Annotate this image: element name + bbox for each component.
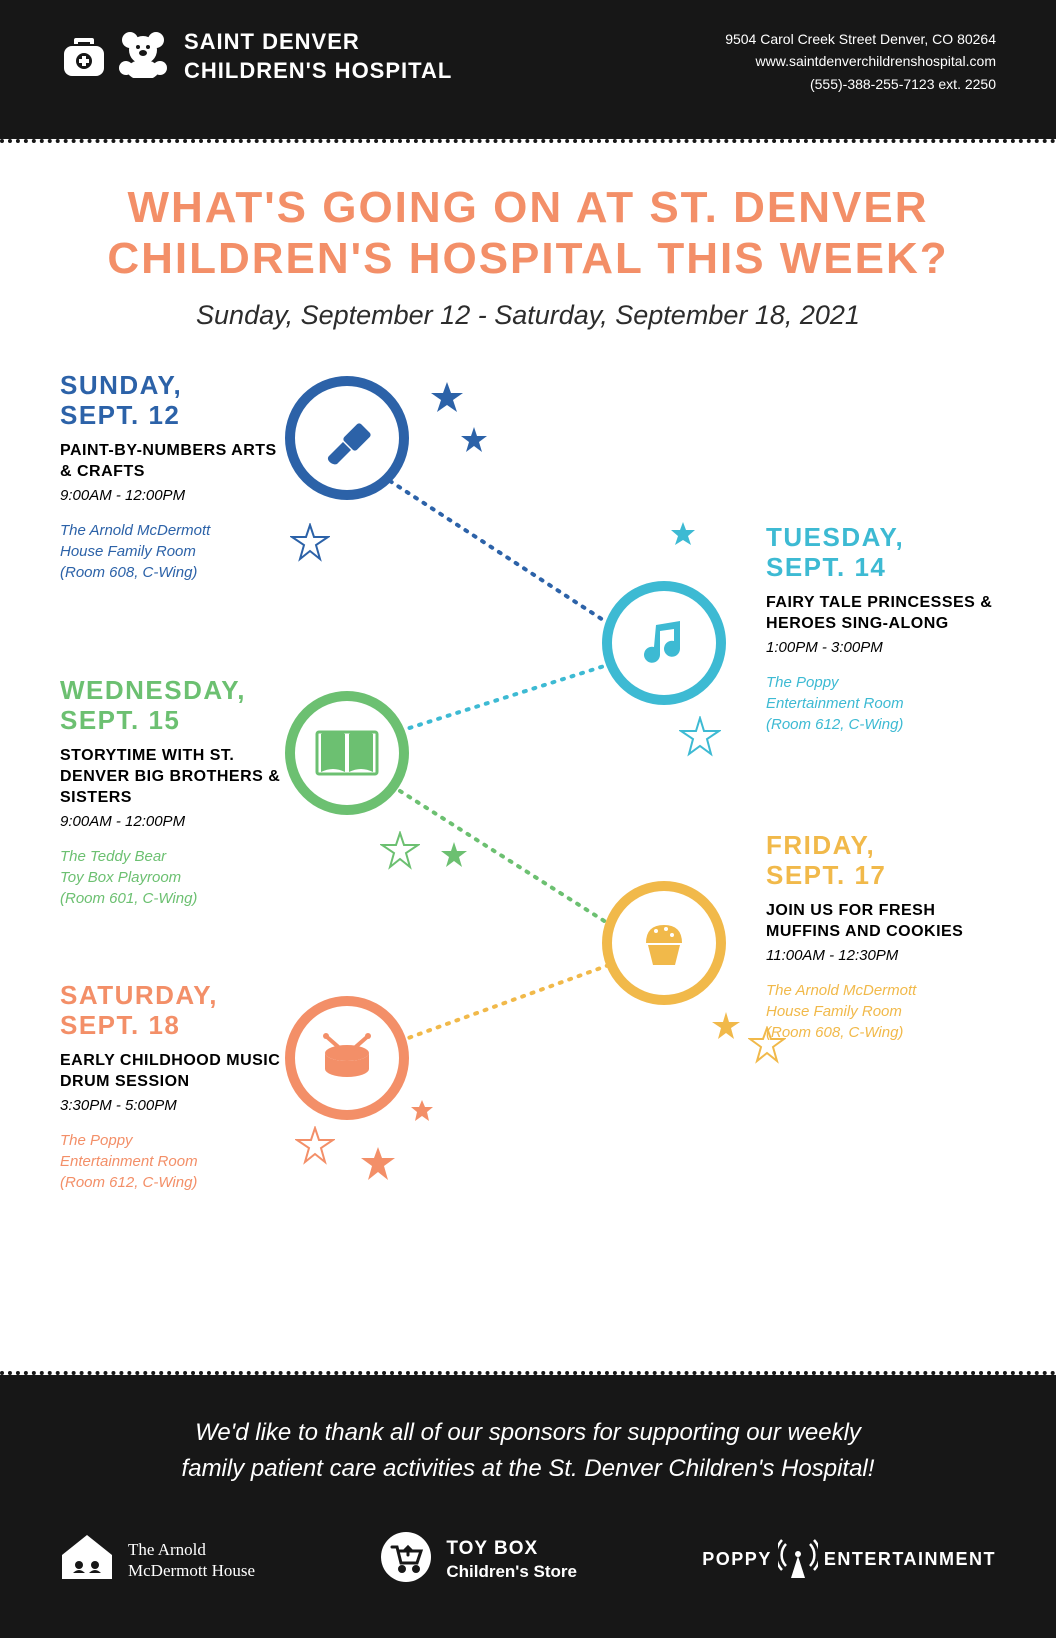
star-decor-icon xyxy=(410,1099,434,1123)
contact-website: www.saintdenverchildrenshospital.com xyxy=(725,50,996,72)
title-line1: WHAT'S GOING ON AT ST. DENVER xyxy=(128,183,929,232)
logo-icon-group xyxy=(60,30,168,83)
star-decor-icon xyxy=(360,1146,396,1182)
event-sun-activity: PAINT-BY-NUMBERS ARTS & CRAFTS xyxy=(60,441,290,483)
star-decor-icon xyxy=(430,381,464,415)
event-wednesday: WEDNESDAY, SEPT. 15 STORYTIME WITH ST. D… xyxy=(60,676,290,908)
sponsor-arnold-label: The Arnold McDermott House xyxy=(128,1539,255,1582)
title-line2: CHILDREN'S HOSPITAL THIS WEEK? xyxy=(107,234,948,283)
event-friday: FRIDAY, SEPT. 17 JOIN US FOR FRESH MUFFI… xyxy=(766,831,996,1042)
music-note-icon xyxy=(602,581,726,705)
event-wed-activity: STORYTIME WITH ST. DENVER BIG BROTHERS &… xyxy=(60,746,290,808)
sponsor-arnold-house: The Arnold McDermott House xyxy=(60,1533,255,1586)
event-tue-location: The Poppy Entertainment Room (Room 612, … xyxy=(766,672,996,735)
book-icon xyxy=(285,691,409,815)
sponsor-toybox: TOY BOX Children's Store xyxy=(380,1531,577,1588)
star-outline-icon xyxy=(295,1126,335,1166)
event-tuesday: TUESDAY, SEPT. 14 FAIRY TALE PRINCESSES … xyxy=(766,523,996,734)
event-sat-location: The Poppy Entertainment Room (Room 612, … xyxy=(60,1130,290,1193)
contact-address: 9504 Carol Creek Street Denver, CO 80264 xyxy=(725,28,996,50)
star-decor-icon xyxy=(670,521,696,547)
event-sunday: SUNDAY, SEPT. 12 PAINT-BY-NUMBERS ARTS &… xyxy=(60,371,290,582)
footer: We'd like to thank all of our sponsors f… xyxy=(0,1375,1056,1638)
contact-phone: (555)-388-255-7123 ext. 2250 xyxy=(725,73,996,95)
star-outline-icon xyxy=(679,716,721,758)
event-sat-activity: EARLY CHILDHOOD MUSIC DRUM SESSION xyxy=(60,1051,290,1093)
star-decor-icon xyxy=(460,426,488,454)
events-area: SUNDAY, SEPT. 12 PAINT-BY-NUMBERS ARTS &… xyxy=(60,371,996,1351)
star-outline-icon xyxy=(290,523,330,563)
hospital-name-line2: CHILDREN'S HOSPITAL xyxy=(184,57,452,86)
star-decor-icon xyxy=(711,1011,741,1041)
event-wed-location: The Teddy Bear Toy Box Playroom (Room 60… xyxy=(60,846,290,909)
teddy-bear-icon xyxy=(118,30,168,83)
header-left: SAINT DENVER CHILDREN'S HOSPITAL xyxy=(60,28,452,85)
hospital-name-line1: SAINT DENVER xyxy=(184,28,452,57)
medical-kit-icon xyxy=(60,34,108,83)
event-fri-location: The Arnold McDermott House Family Room (… xyxy=(766,980,996,1043)
house-icon xyxy=(60,1533,114,1586)
sponsor-poppy-label: POPPY ENTERTAINMENT xyxy=(702,1534,996,1585)
date-range: Sunday, September 12 - Saturday, Septemb… xyxy=(60,300,996,331)
event-sun-time: 9:00AM - 12:00PM xyxy=(60,487,290,504)
hospital-name: SAINT DENVER CHILDREN'S HOSPITAL xyxy=(184,28,452,85)
header-bar: SAINT DENVER CHILDREN'S HOSPITAL 9504 Ca… xyxy=(0,0,1056,139)
thank-you-text: We'd like to thank all of our sponsors f… xyxy=(60,1415,996,1487)
page: SAINT DENVER CHILDREN'S HOSPITAL 9504 Ca… xyxy=(0,0,1056,1638)
drum-icon xyxy=(285,996,409,1120)
sponsor-poppy: POPPY ENTERTAINMENT xyxy=(702,1534,996,1585)
shopping-cart-icon xyxy=(380,1531,432,1588)
star-outline-icon xyxy=(748,1026,786,1064)
star-decor-icon xyxy=(440,841,468,869)
event-tue-activity: FAIRY TALE PRINCESSES & HEROES SING-ALON… xyxy=(766,593,996,635)
event-wed-time: 9:00AM - 12:00PM xyxy=(60,813,290,830)
star-outline-icon xyxy=(380,831,420,871)
title-section: WHAT'S GOING ON AT ST. DENVER CHILDREN'S… xyxy=(0,143,1056,351)
page-title: WHAT'S GOING ON AT ST. DENVER CHILDREN'S… xyxy=(60,183,996,284)
event-fri-time: 11:00AM - 12:30PM xyxy=(766,947,996,964)
event-tue-time: 1:00PM - 3:00PM xyxy=(766,639,996,656)
event-sat-time: 3:30PM - 5:00PM xyxy=(60,1097,290,1114)
paintbrush-icon xyxy=(285,376,409,500)
sponsor-toybox-label: TOY BOX Children's Store xyxy=(446,1537,577,1582)
header-contact: 9504 Carol Creek Street Denver, CO 80264… xyxy=(725,28,996,95)
event-fri-activity: JOIN US FOR FRESH MUFFINS AND COOKIES xyxy=(766,901,996,943)
event-saturday: SATURDAY, SEPT. 18 EARLY CHILDHOOD MUSIC… xyxy=(60,981,290,1192)
sponsor-row: The Arnold McDermott House TOY BOX Child… xyxy=(60,1531,996,1588)
event-sun-location: The Arnold McDermott House Family Room (… xyxy=(60,520,290,583)
muffin-icon xyxy=(602,881,726,1005)
antenna-icon xyxy=(778,1534,818,1585)
